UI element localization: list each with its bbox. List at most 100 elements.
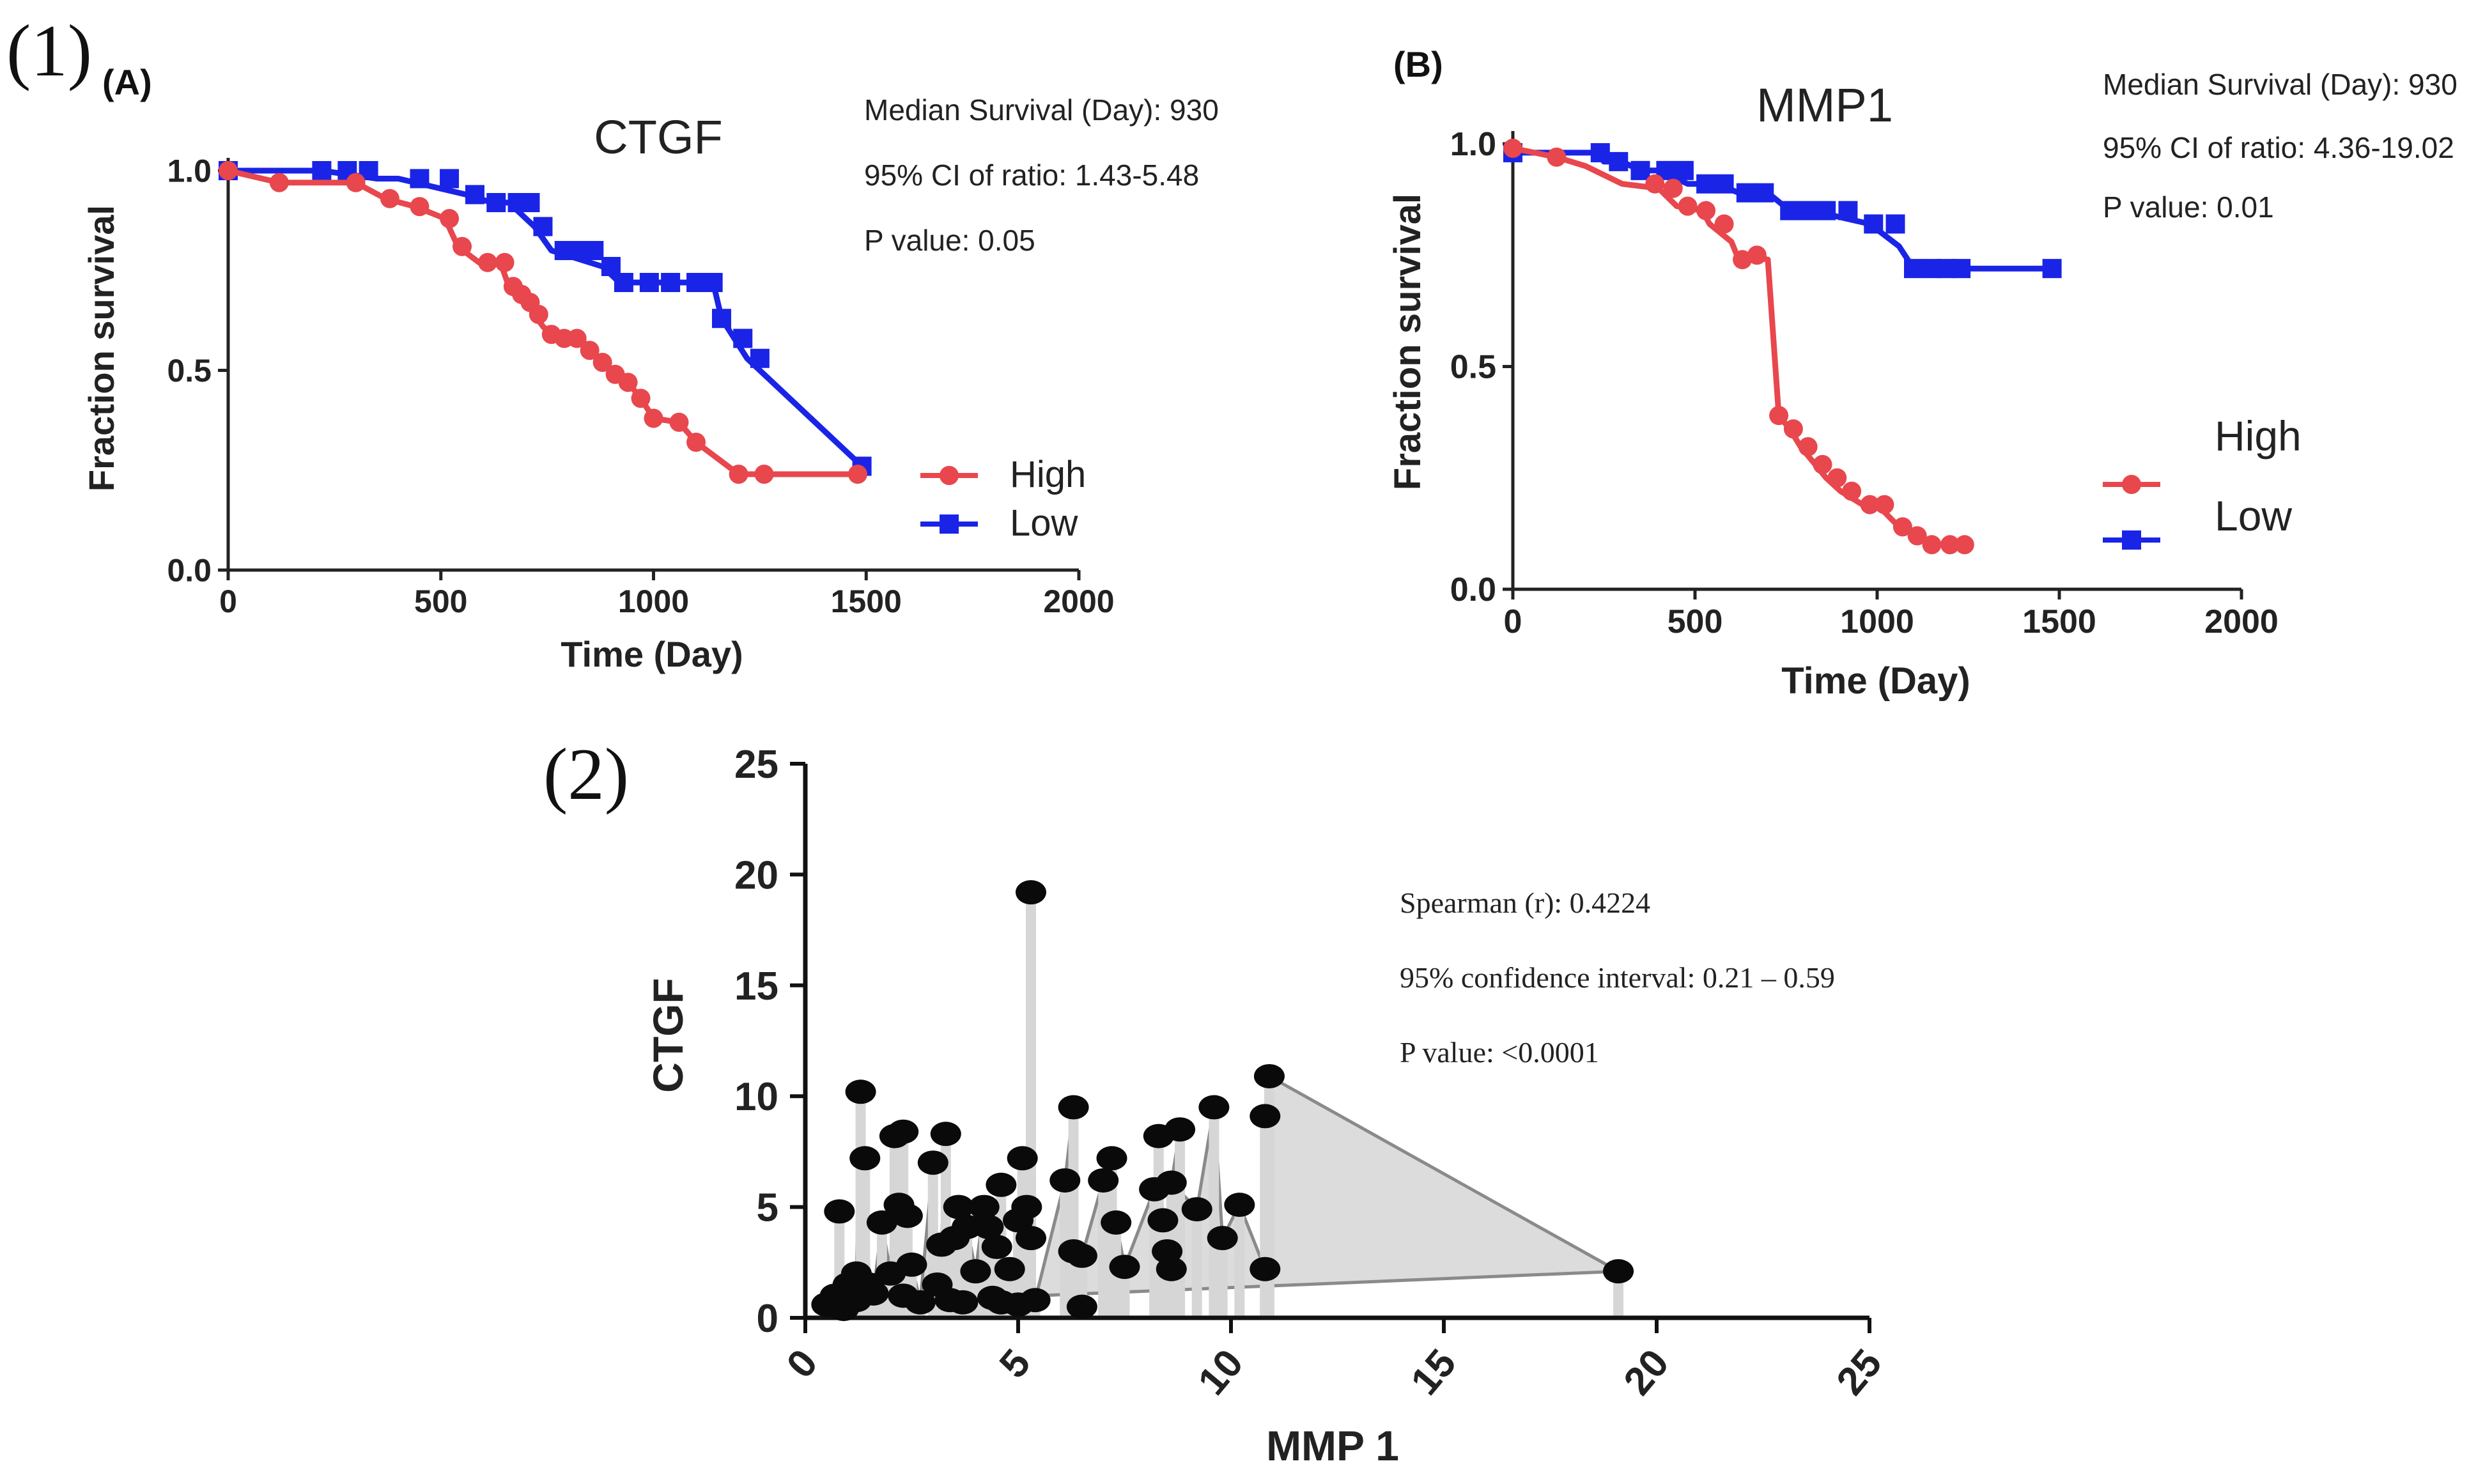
chart-a-y-tick-label: 0.5 [167, 353, 212, 389]
scatter-point [1011, 1194, 1042, 1219]
chart-a-series-high-marker [729, 465, 748, 484]
scatter-y-tick-label: 15 [734, 964, 778, 1009]
chart-a-series-high-marker [380, 189, 399, 208]
chart-b-series-low-marker [1864, 214, 1884, 234]
panel-a-label: (A) [102, 62, 152, 102]
chart-a-series-high-marker [529, 305, 548, 324]
chart-a-series-low-marker [639, 273, 659, 292]
scatter-point [1156, 1256, 1187, 1281]
chart-a-series-high-marker [644, 408, 663, 428]
chart-a-series-low-line [228, 167, 864, 468]
chart-a-y-tick-label: 0.0 [167, 553, 212, 589]
scatter-point [1007, 1146, 1038, 1171]
legend-a-low-label: Low [1010, 502, 1079, 544]
chart-a-series-low-marker [703, 273, 723, 292]
chart-a-x-tick-label: 1500 [831, 584, 902, 619]
legend-a-low-marker [940, 514, 959, 534]
chart-b-series-high-marker [1678, 196, 1698, 216]
chart-a-xlabel: Time (Day) [561, 634, 743, 674]
scatter-stat-3: P value: <0.0001 [1400, 1036, 1599, 1069]
chart-a-series-high-marker [495, 252, 515, 272]
scatter-point [1156, 1170, 1187, 1195]
scatter-drop-bar [1234, 1205, 1245, 1318]
scatter-point [1207, 1226, 1238, 1251]
chart-a-series-high-marker [592, 353, 612, 372]
chart-a-series-low-marker [554, 241, 574, 260]
scatter-point [1066, 1243, 1097, 1268]
scatter-drop-bar [1209, 1107, 1219, 1318]
chart-b-series-low-marker [1816, 201, 1836, 220]
chart-b-series-low-marker [1696, 174, 1716, 194]
chart-b-series-high-marker [1813, 454, 1832, 474]
scatter-point [1253, 1063, 1285, 1088]
scatter-point [866, 1210, 897, 1235]
scatter-point [960, 1259, 991, 1284]
chart-a-series-high-marker [219, 161, 238, 180]
scatter-point [981, 1235, 1012, 1260]
chart-b-series-high-marker [1503, 138, 1522, 158]
scatter-y-tick-label: 20 [734, 853, 778, 897]
chart-b-x-tick-label: 1500 [2022, 603, 2096, 640]
scatter-point [824, 1199, 855, 1224]
chart-b-stat-1: Median Survival (Day): 930 [2103, 68, 2457, 101]
chart-a-x-tick-label: 0 [219, 584, 237, 619]
chart-b-x-tick-label: 500 [1668, 603, 1723, 640]
chart-a-series-low-marker [486, 193, 506, 212]
chart-b-xlabel: Time (Day) [1781, 660, 1970, 702]
chart-b-series-high-marker [1892, 517, 1912, 537]
chart-b-series-high-marker [1827, 468, 1847, 488]
chart-a-y-tick-label: 1.0 [167, 153, 212, 189]
scatter-stat-1: Spearman (r): 0.4224 [1400, 886, 1650, 919]
scatter-point [952, 1214, 983, 1239]
legend-b-high-label: High [2215, 412, 2302, 460]
scatter-point [1224, 1193, 1255, 1217]
chart-b-axes: 0 500 1000 1500 2000 0.0 0.5 1.0 [1450, 126, 2279, 640]
chart-a-series [219, 161, 872, 484]
panel-1-label: (1) [6, 10, 92, 91]
chart-b-series-high-marker [1922, 535, 1942, 555]
chart-a-series-low-marker [661, 273, 681, 292]
chart-b-series-high-marker [1733, 250, 1753, 270]
scatter-point [1181, 1197, 1212, 1222]
chart-a-series-high-marker [269, 173, 289, 192]
chart-b-y-tick-label: 0.0 [1450, 571, 1496, 608]
chart-a-series-high-marker [669, 412, 689, 432]
chart-a-series-low-marker [584, 241, 604, 260]
chart-a-stat-1: Median Survival (Day): 930 [864, 93, 1219, 127]
scatter-drop-bar [1119, 1267, 1130, 1318]
chart-b-series-low-marker [1885, 214, 1905, 234]
km-chart-ctgf: (A) CTGF Median Survival (Day): 930 95% … [81, 62, 1219, 674]
legend-b-low-label: Low [2215, 492, 2292, 539]
chart-b-series-high-marker [1940, 535, 1960, 555]
chart-a-stat-2: 95% CI of ratio: 1.43-5.48 [864, 158, 1199, 192]
chart-b-series-high-marker [1907, 526, 1927, 546]
chart-a-series-high-marker [453, 236, 472, 256]
scatter-stat-2: 95% confidence interval: 0.21 – 0.59 [1400, 961, 1835, 994]
chart-b-series-low-marker [1714, 174, 1734, 194]
scatter-ylabel: CTGF [644, 978, 692, 1093]
chart-a-series-high-marker [410, 197, 430, 217]
chart-b-title: MMP1 [1756, 79, 1893, 132]
chart-b-x-tick-label: 0 [1504, 603, 1522, 640]
chart-a-x-tick-label: 500 [414, 584, 467, 619]
chart-a-x-tick-label: 2000 [1043, 584, 1114, 619]
chart-a-series-low-marker [686, 273, 706, 292]
chart-a-series-high-marker [686, 433, 706, 452]
scatter-point [904, 1290, 936, 1315]
scatter-point [1603, 1259, 1634, 1284]
legend-a-high-label: High [1010, 454, 1086, 495]
chart-a-axes: 0 500 1000 1500 2000 0.0 0.5 1.0 [167, 153, 1114, 620]
scatter-drop-bar [940, 1134, 951, 1318]
scatter-point [1165, 1117, 1196, 1142]
chart-a-series-high-marker [567, 328, 587, 348]
chart-b-y-tick-label: 0.5 [1450, 349, 1496, 386]
chart-a-title: CTGF [594, 111, 722, 164]
chart-b-y-tick-label: 1.0 [1450, 126, 1496, 163]
scatter-point [1066, 1294, 1097, 1319]
chart-a-series-low-marker [533, 217, 553, 236]
chart-a-series-high-marker [580, 341, 600, 360]
chart-a-series-low-marker [312, 161, 332, 180]
scatter-point [1101, 1210, 1132, 1235]
